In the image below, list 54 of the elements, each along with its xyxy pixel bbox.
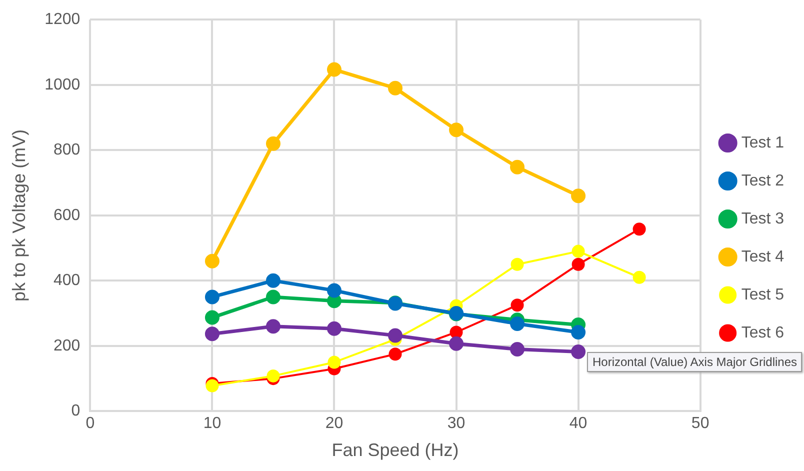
point <box>510 258 524 271</box>
y-tick-label: 400 <box>53 272 80 290</box>
point <box>388 80 403 96</box>
point <box>326 62 342 77</box>
point <box>450 326 463 339</box>
legend-label: Test 2 <box>741 172 784 190</box>
point <box>204 310 220 325</box>
point <box>204 326 220 342</box>
point <box>571 344 586 360</box>
point <box>449 336 464 351</box>
point <box>510 342 525 356</box>
x-axis-title: Fan Speed (Hz) <box>332 440 459 460</box>
legend-label: Test 1 <box>741 134 784 152</box>
point <box>632 270 646 284</box>
point <box>266 319 280 334</box>
y-tick-label: 800 <box>53 142 80 159</box>
annotation: Horizontal (Value) Axis Major Gridlines <box>587 352 802 372</box>
y-tick-label: 1200 <box>44 11 80 28</box>
point <box>326 283 342 298</box>
point <box>388 348 402 361</box>
point <box>572 258 585 271</box>
x-tick-label: 50 <box>691 415 710 432</box>
point <box>328 356 341 369</box>
point <box>572 244 585 258</box>
y-tick-label: 0 <box>71 402 80 420</box>
point <box>571 188 586 204</box>
x-tick-label: 10 <box>203 415 222 432</box>
y-tick-label: 200 <box>53 337 80 354</box>
point <box>204 254 220 268</box>
y-tick-label: 1000 <box>44 76 80 94</box>
legend-label: Test 3 <box>741 210 784 228</box>
point <box>266 273 280 288</box>
point <box>449 122 464 138</box>
point <box>510 298 524 312</box>
x-tick-label: 0 <box>86 415 95 432</box>
x-tick-label: 30 <box>447 415 466 432</box>
point <box>266 290 280 304</box>
legend-label: Test 6 <box>741 324 784 342</box>
point <box>388 328 403 343</box>
point <box>326 321 342 336</box>
point <box>266 136 280 151</box>
point <box>510 160 525 174</box>
legend-label: Test 4 <box>741 248 784 266</box>
x-tick-label: 40 <box>569 415 588 432</box>
point <box>632 222 646 236</box>
point <box>206 379 219 392</box>
y-axis-title: pk to pk Voltage (mV) <box>8 129 29 302</box>
legend-label: Test 5 <box>741 286 784 304</box>
point <box>571 324 586 340</box>
point <box>266 369 280 382</box>
y-tick-label: 600 <box>53 206 80 224</box>
point <box>204 290 220 304</box>
x-tick-label: 20 <box>325 415 344 432</box>
point <box>510 316 525 331</box>
